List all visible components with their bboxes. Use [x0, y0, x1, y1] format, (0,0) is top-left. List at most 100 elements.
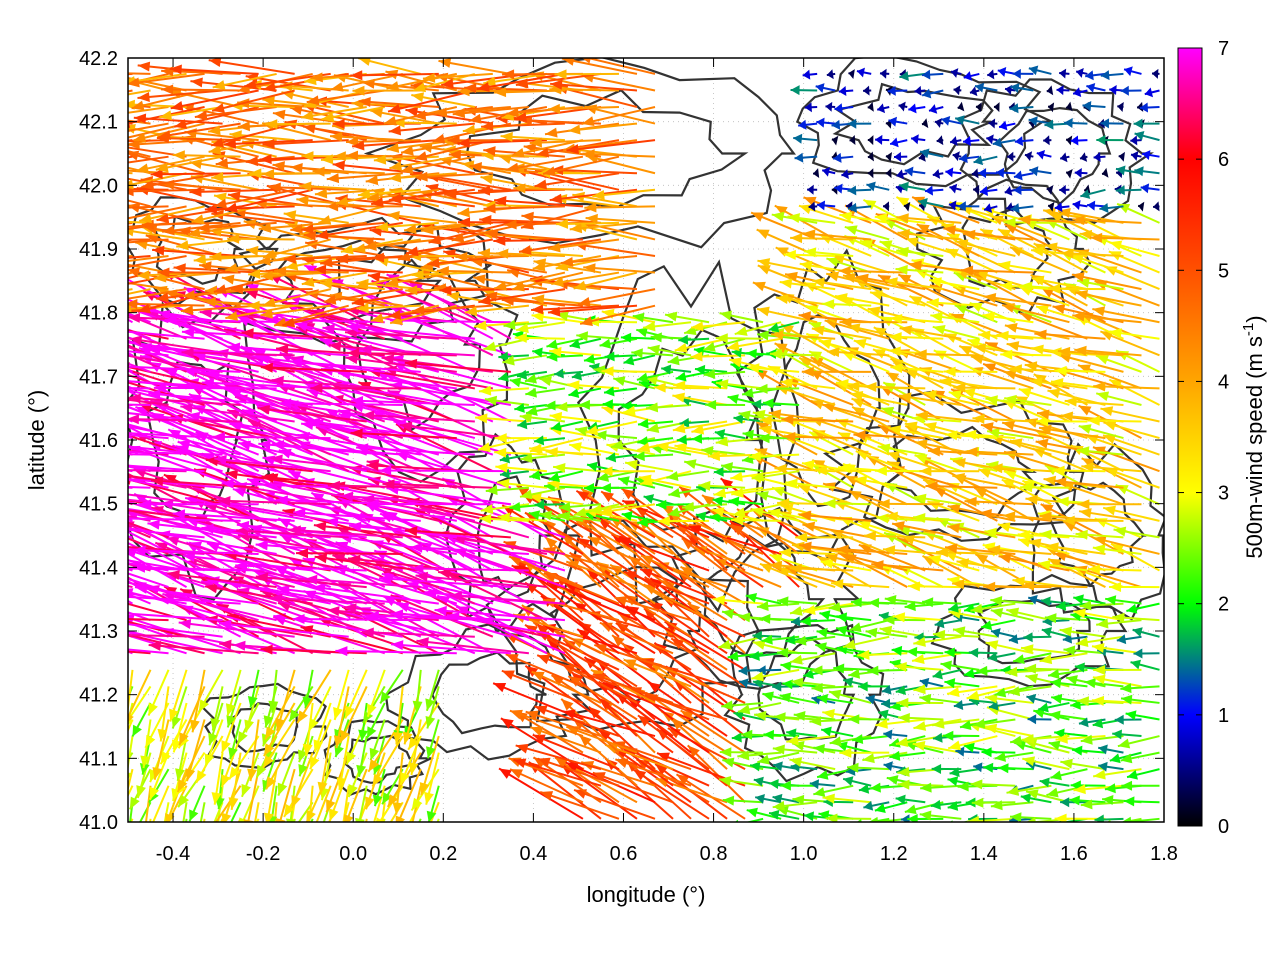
wind-vector-head: [913, 636, 926, 647]
wind-vector-shaft: [128, 425, 187, 440]
wind-vector-head: [515, 78, 529, 89]
wind-vector-head: [160, 751, 172, 765]
wind-vector-head: [79, 329, 92, 339]
wind-vector-shaft: [536, 654, 620, 688]
wind-vector-head: [822, 299, 835, 310]
wind-vector-head: [304, 830, 314, 842]
wind-vector-head: [277, 584, 290, 595]
wind-vector-shaft: [582, 221, 656, 241]
wind-vector-shaft: [128, 255, 151, 259]
wind-vector-shaft: [128, 271, 133, 275]
wind-vector-shaft: [554, 756, 620, 804]
wind-vector-shaft: [128, 445, 205, 456]
wind-vector-head: [243, 79, 257, 90]
wind-vector-head: [405, 285, 418, 296]
wind-vector-shaft: [351, 288, 439, 305]
wind-vector-shaft: [330, 135, 403, 142]
wind-vector-shaft: [277, 517, 386, 572]
wind-vector-head: [957, 781, 969, 792]
wind-vector-head: [1051, 693, 1063, 704]
wind-vector-head: [980, 422, 994, 433]
wind-vector-head: [759, 415, 772, 426]
wind-vector-head: [759, 425, 773, 435]
wind-vector-head: [558, 501, 571, 512]
wind-vector-head: [761, 634, 773, 645]
wind-vector-shaft: [128, 469, 187, 473]
wind-vector-shaft: [615, 758, 692, 787]
wind-vector-head: [825, 553, 839, 564]
wind-vector-head: [530, 726, 544, 736]
wind-vector-shaft: [375, 371, 494, 406]
wind-vector-head: [544, 127, 558, 138]
wind-vector-head: [580, 316, 593, 326]
wind-vector-shaft: [153, 386, 277, 390]
wind-vector-shaft: [867, 817, 908, 822]
wind-vector-head: [64, 315, 77, 325]
wind-vector-shaft: [182, 802, 188, 822]
wind-vector-head: [449, 591, 463, 602]
wind-vector-head: [177, 439, 191, 450]
wind-vector-head: [897, 712, 910, 723]
wind-vector-head: [350, 395, 364, 406]
wind-vector-shaft: [241, 331, 349, 340]
wind-vector-head: [547, 479, 560, 489]
wind-vector-head: [803, 247, 817, 258]
wind-vector-head: [934, 618, 945, 629]
wind-vector-shaft: [294, 322, 422, 357]
wind-vector-head: [955, 239, 969, 250]
wind-vector-head: [9, 537, 21, 547]
wind-vector-head: [1095, 354, 1109, 365]
wind-vector-head: [621, 488, 635, 500]
wind-vector-head: [857, 681, 868, 692]
wind-vector-head: [48, 594, 61, 603]
wind-vector-head: [424, 791, 434, 805]
wind-vector-head: [1005, 666, 1018, 677]
wind-vector-shaft: [199, 802, 206, 822]
wind-vector-head: [1036, 305, 1049, 315]
wind-vector-head: [86, 544, 99, 553]
wind-vector-head: [117, 811, 127, 824]
wind-vector-head: [451, 232, 465, 243]
wind-vector-head: [373, 858, 383, 871]
wind-vector-head: [1047, 388, 1061, 399]
wind-vector-shaft: [180, 405, 295, 423]
wind-vector-head: [890, 363, 903, 374]
wind-vector-head: [908, 103, 917, 114]
wind-vector-head: [169, 708, 179, 722]
wind-vector-head: [878, 709, 889, 720]
wind-vector-head: [493, 235, 506, 246]
wind-vector-head: [1109, 379, 1123, 390]
wind-vector-head: [374, 844, 384, 857]
wind-vector-shaft: [221, 482, 349, 489]
wind-vector-head: [936, 135, 944, 146]
wind-vector-head: [953, 458, 966, 468]
wind-vector-head: [297, 749, 308, 763]
wind-vector-head: [827, 347, 840, 358]
wind-vector-head: [80, 323, 92, 333]
wind-vector-head: [346, 136, 359, 147]
wind-vector-head: [1050, 678, 1062, 689]
wind-vector-shaft: [246, 477, 368, 522]
wind-vector-head: [344, 603, 357, 614]
wind-vector-head: [1074, 345, 1087, 356]
wind-vector-head: [306, 95, 320, 106]
wind-vector-head: [959, 345, 973, 356]
wind-vector-shaft: [866, 817, 890, 822]
wind-vector-head: [915, 410, 929, 421]
wind-vector-head: [949, 767, 960, 778]
wind-vector-head: [1134, 166, 1144, 177]
wind-vector-head: [790, 616, 801, 627]
wind-vector-head: [415, 171, 428, 182]
wind-vector-head: [673, 380, 686, 391]
wind-vector-shaft: [128, 412, 205, 423]
wind-vector-head: [415, 571, 428, 582]
wind-vector-head: [847, 202, 857, 213]
wind-vector-head: [973, 762, 983, 773]
wind-vector-head: [539, 376, 552, 387]
wind-vector-head: [801, 366, 814, 377]
wind-vector-head: [86, 95, 99, 105]
wind-vector-head: [913, 493, 927, 504]
wind-vector-shaft: [128, 362, 151, 373]
wind-vector-head: [298, 844, 307, 856]
wind-vector-head: [1027, 714, 1037, 725]
